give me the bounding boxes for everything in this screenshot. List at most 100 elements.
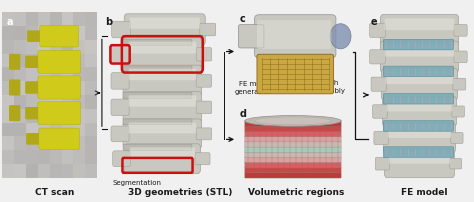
- Bar: [62, 109, 73, 123]
- Bar: [14, 54, 26, 67]
- Bar: [26, 123, 38, 136]
- FancyBboxPatch shape: [130, 17, 200, 29]
- Bar: [50, 40, 62, 54]
- Bar: [2, 40, 14, 54]
- Bar: [38, 81, 50, 95]
- Ellipse shape: [130, 118, 199, 122]
- FancyBboxPatch shape: [257, 20, 331, 49]
- FancyBboxPatch shape: [196, 101, 212, 114]
- Bar: [85, 40, 97, 54]
- Bar: [38, 12, 50, 26]
- Bar: [14, 164, 26, 178]
- FancyBboxPatch shape: [371, 77, 386, 91]
- Text: b: b: [106, 17, 113, 27]
- Text: Segmentation: Segmentation: [113, 180, 162, 186]
- FancyBboxPatch shape: [128, 69, 196, 80]
- FancyBboxPatch shape: [384, 18, 455, 30]
- FancyBboxPatch shape: [245, 167, 341, 173]
- Ellipse shape: [255, 117, 331, 125]
- Bar: [26, 164, 38, 178]
- FancyBboxPatch shape: [380, 15, 459, 46]
- Ellipse shape: [388, 41, 454, 44]
- Ellipse shape: [388, 67, 454, 71]
- FancyBboxPatch shape: [238, 25, 264, 48]
- Bar: [2, 26, 14, 40]
- Bar: [26, 150, 38, 164]
- Bar: [26, 26, 38, 40]
- Bar: [14, 136, 26, 150]
- Bar: [62, 67, 73, 81]
- FancyBboxPatch shape: [200, 23, 216, 36]
- Bar: [38, 67, 50, 81]
- Bar: [50, 136, 62, 150]
- Bar: [73, 81, 85, 95]
- Text: CT scan: CT scan: [35, 188, 74, 197]
- Bar: [2, 164, 14, 178]
- FancyBboxPatch shape: [245, 172, 341, 178]
- Bar: [73, 12, 85, 26]
- Bar: [73, 136, 85, 150]
- Bar: [38, 40, 50, 54]
- Text: Volumetric regions: Volumetric regions: [248, 188, 345, 197]
- FancyBboxPatch shape: [374, 131, 388, 145]
- FancyBboxPatch shape: [9, 105, 20, 121]
- FancyBboxPatch shape: [388, 127, 451, 138]
- Bar: [62, 136, 73, 150]
- Bar: [38, 26, 50, 40]
- Bar: [2, 136, 14, 150]
- Bar: [26, 109, 38, 123]
- Bar: [26, 12, 38, 26]
- Bar: [73, 109, 85, 123]
- FancyBboxPatch shape: [123, 38, 201, 71]
- FancyBboxPatch shape: [123, 39, 192, 45]
- FancyBboxPatch shape: [9, 54, 20, 70]
- FancyBboxPatch shape: [454, 24, 467, 36]
- FancyBboxPatch shape: [123, 145, 192, 150]
- Ellipse shape: [245, 116, 341, 126]
- FancyBboxPatch shape: [387, 100, 452, 112]
- Bar: [38, 109, 50, 123]
- FancyBboxPatch shape: [113, 151, 130, 167]
- FancyBboxPatch shape: [383, 97, 456, 126]
- Bar: [26, 54, 38, 67]
- FancyBboxPatch shape: [370, 23, 385, 37]
- FancyBboxPatch shape: [383, 66, 454, 77]
- Bar: [62, 150, 73, 164]
- Bar: [50, 123, 62, 136]
- FancyBboxPatch shape: [111, 99, 129, 116]
- Bar: [73, 40, 85, 54]
- FancyBboxPatch shape: [255, 15, 336, 58]
- FancyBboxPatch shape: [196, 75, 212, 87]
- FancyBboxPatch shape: [375, 157, 390, 170]
- Bar: [73, 67, 85, 81]
- FancyBboxPatch shape: [128, 95, 196, 107]
- Text: e: e: [371, 17, 377, 27]
- Bar: [38, 164, 50, 178]
- Ellipse shape: [131, 169, 198, 173]
- Bar: [14, 12, 26, 26]
- FancyBboxPatch shape: [9, 79, 20, 96]
- FancyBboxPatch shape: [383, 94, 454, 104]
- Ellipse shape: [130, 66, 199, 70]
- FancyBboxPatch shape: [111, 46, 129, 63]
- Bar: [2, 95, 14, 109]
- Bar: [85, 12, 97, 26]
- Bar: [73, 95, 85, 109]
- Ellipse shape: [392, 173, 450, 176]
- Bar: [14, 123, 26, 136]
- FancyBboxPatch shape: [245, 136, 341, 142]
- Bar: [50, 164, 62, 178]
- Bar: [85, 150, 97, 164]
- Bar: [62, 54, 73, 67]
- Bar: [38, 150, 50, 164]
- FancyBboxPatch shape: [452, 106, 465, 117]
- Ellipse shape: [330, 24, 351, 49]
- Text: FE mesh
generation: FE mesh generation: [235, 81, 273, 95]
- Bar: [2, 123, 14, 136]
- Bar: [73, 164, 85, 178]
- Bar: [14, 95, 26, 109]
- Bar: [85, 26, 97, 40]
- FancyBboxPatch shape: [385, 72, 453, 84]
- Bar: [2, 81, 14, 95]
- Bar: [62, 81, 73, 95]
